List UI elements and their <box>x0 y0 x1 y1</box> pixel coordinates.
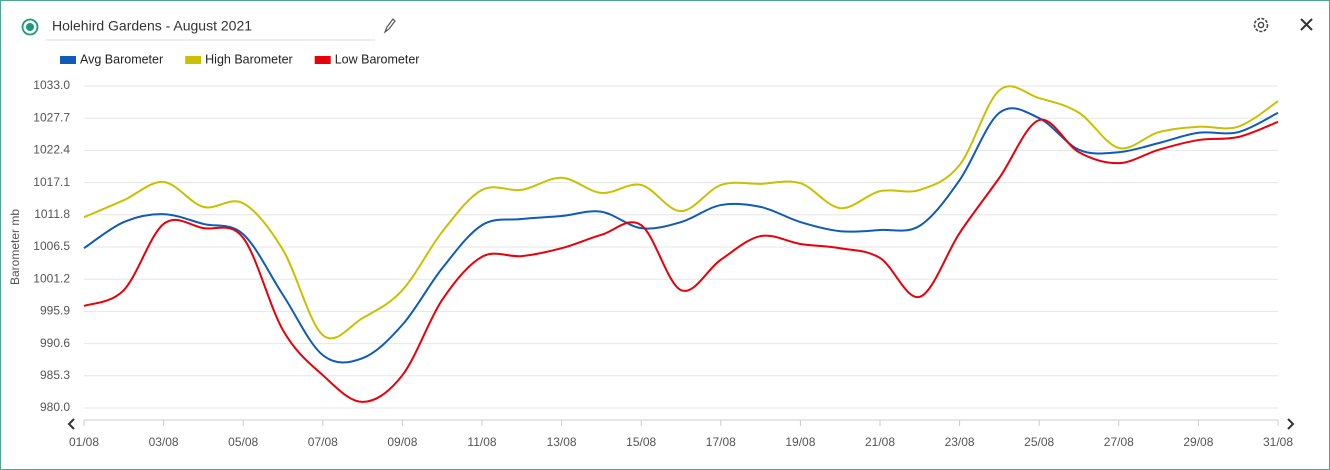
y-tick-label: 1027.7 <box>33 110 70 124</box>
y-tick-label: 985.3 <box>40 368 70 382</box>
x-tick-label: 09/08 <box>387 435 417 449</box>
legend-swatch <box>60 56 76 64</box>
legend-swatch <box>314 56 331 64</box>
y-tick-label: 980.0 <box>40 400 70 414</box>
series-line <box>83 85 1279 340</box>
y-tick-label: 1017.1 <box>33 175 70 189</box>
legend-label: Avg Barometer <box>80 52 163 66</box>
status-dot <box>26 23 34 31</box>
widget-title[interactable]: Holehird Gardens - August 2021 <box>52 18 252 34</box>
legend-label: High Barometer <box>205 52 293 66</box>
y-tick-label: 1006.5 <box>33 239 70 253</box>
scroll-right[interactable] <box>1287 418 1295 430</box>
legend-label: Low Barometer <box>335 52 420 66</box>
x-tick-label: 07/08 <box>308 435 338 449</box>
series-line <box>83 107 1279 364</box>
x-tick-label: 31/08 <box>1263 435 1293 449</box>
x-tick-label: 29/08 <box>1183 435 1213 449</box>
y-tick-label: 990.6 <box>40 336 70 350</box>
x-tick-label: 25/08 <box>1024 435 1054 449</box>
y-tick-label: 1022.4 <box>33 143 70 157</box>
x-tick-label: 21/08 <box>865 435 895 449</box>
y-tick-label: 1011.8 <box>34 207 70 221</box>
x-tick-label: 01/08 <box>69 435 99 449</box>
y-tick-label: 1033.0 <box>33 78 70 92</box>
series-line <box>83 118 1279 403</box>
edit-icon[interactable] <box>383 18 396 34</box>
x-tick-label: 03/08 <box>149 435 179 449</box>
legend-swatch <box>185 56 202 64</box>
close-icon[interactable] <box>1300 18 1313 31</box>
settings-icon[interactable] <box>1253 17 1269 33</box>
x-tick-label: 13/08 <box>547 435 577 449</box>
x-tick-label: 11/08 <box>467 435 496 449</box>
y-tick-label: 995.9 <box>40 304 70 318</box>
status-icon[interactable] <box>21 18 39 36</box>
y-axis-label: Barometer mb <box>8 209 22 285</box>
y-tick-label: 1001.2 <box>33 271 70 285</box>
x-tick-label: 15/08 <box>626 435 656 449</box>
x-tick-label: 27/08 <box>1104 435 1134 449</box>
x-tick-label: 19/08 <box>785 435 815 449</box>
x-tick-label: 23/08 <box>945 435 975 449</box>
x-tick-label: 17/08 <box>706 435 736 449</box>
scroll-left[interactable] <box>67 418 75 430</box>
x-tick-label: 05/08 <box>228 435 258 449</box>
